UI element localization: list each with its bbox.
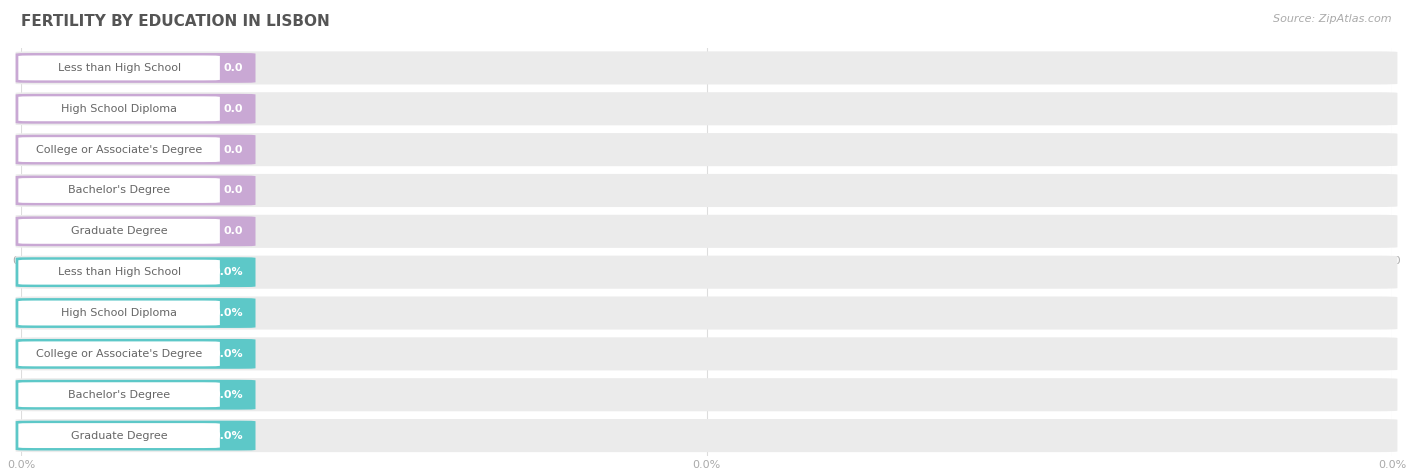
Text: Bachelor's Degree: Bachelor's Degree [67,390,170,400]
Text: 0.0%: 0.0% [212,349,243,359]
FancyBboxPatch shape [18,301,219,325]
Text: Source: ZipAtlas.com: Source: ZipAtlas.com [1274,14,1392,24]
FancyBboxPatch shape [18,137,219,162]
Text: College or Associate's Degree: College or Associate's Degree [37,144,202,155]
Text: Graduate Degree: Graduate Degree [70,430,167,441]
FancyBboxPatch shape [15,421,256,450]
FancyBboxPatch shape [18,56,219,80]
FancyBboxPatch shape [15,53,256,83]
Text: College or Associate's Degree: College or Associate's Degree [37,349,202,359]
Text: 0.0%: 0.0% [212,308,243,318]
FancyBboxPatch shape [15,217,256,246]
FancyBboxPatch shape [18,382,219,407]
Text: 0.0: 0.0 [224,144,243,155]
FancyBboxPatch shape [15,257,256,287]
Text: 0.0%: 0.0% [212,390,243,400]
FancyBboxPatch shape [18,96,219,121]
Text: Graduate Degree: Graduate Degree [70,226,167,237]
Text: 0.0: 0.0 [224,226,243,237]
Text: 0.0%: 0.0% [212,267,243,277]
FancyBboxPatch shape [18,178,219,203]
FancyBboxPatch shape [15,176,256,205]
FancyBboxPatch shape [15,378,1398,411]
Text: High School Diploma: High School Diploma [60,104,177,114]
Text: 0.0: 0.0 [224,104,243,114]
FancyBboxPatch shape [18,260,219,285]
FancyBboxPatch shape [15,133,1398,166]
Text: 0.0%: 0.0% [212,430,243,441]
FancyBboxPatch shape [15,296,1398,330]
FancyBboxPatch shape [15,380,256,409]
FancyBboxPatch shape [15,419,1398,452]
Text: FERTILITY BY EDUCATION IN LISBON: FERTILITY BY EDUCATION IN LISBON [21,14,330,29]
Text: Bachelor's Degree: Bachelor's Degree [67,185,170,196]
FancyBboxPatch shape [15,215,1398,248]
FancyBboxPatch shape [15,339,256,369]
FancyBboxPatch shape [15,256,1398,289]
FancyBboxPatch shape [15,337,1398,370]
FancyBboxPatch shape [15,92,1398,125]
FancyBboxPatch shape [18,423,219,448]
Text: 0.0: 0.0 [224,63,243,73]
FancyBboxPatch shape [15,94,256,124]
FancyBboxPatch shape [15,135,256,164]
Text: High School Diploma: High School Diploma [60,308,177,318]
Text: Less than High School: Less than High School [58,267,180,277]
FancyBboxPatch shape [18,219,219,244]
FancyBboxPatch shape [15,174,1398,207]
FancyBboxPatch shape [15,51,1398,85]
Text: 0.0: 0.0 [224,185,243,196]
FancyBboxPatch shape [15,298,256,328]
Text: Less than High School: Less than High School [58,63,180,73]
FancyBboxPatch shape [18,342,219,366]
